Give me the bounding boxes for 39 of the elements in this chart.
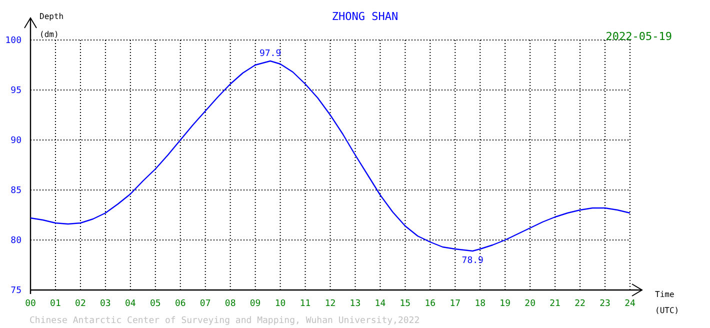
x-tick-label: 24 bbox=[624, 299, 636, 309]
x-tick-label: 02 bbox=[75, 299, 86, 309]
x-tick-label: 21 bbox=[550, 299, 560, 309]
x-tick-label: 09 bbox=[250, 299, 261, 309]
x-tick-label: 07 bbox=[200, 299, 211, 309]
x-tick-label: 22 bbox=[574, 299, 586, 309]
line-series bbox=[30, 60, 631, 252]
x-tick-label: 17 bbox=[450, 299, 461, 309]
x-tick-label: 04 bbox=[124, 299, 136, 309]
y-tick-label: 100 bbox=[5, 36, 22, 46]
x-tick-label: 23 bbox=[600, 299, 610, 309]
y-tick-label: 80 bbox=[10, 236, 22, 246]
chart-title: ZHONG SHAN bbox=[332, 10, 398, 23]
x-tick-label: 00 bbox=[25, 299, 36, 309]
x-tick-label: 12 bbox=[324, 299, 336, 309]
x-tick-label: 06 bbox=[174, 299, 186, 309]
x-tick-label: 11 bbox=[300, 299, 311, 309]
text: Chinese Antarctic Center of Surveying and Mapping, Wuhan University,2022 bbox=[30, 316, 420, 326]
x-tick-label: 19 bbox=[500, 299, 511, 309]
x-tick-label: 13 bbox=[350, 299, 361, 309]
x-tick-label: 16 bbox=[424, 299, 436, 309]
x-tick-label: 10 bbox=[274, 299, 286, 309]
x-tick-label: 15 bbox=[400, 299, 411, 309]
x-tick-label: 03 bbox=[100, 299, 111, 309]
annotation: 78.9 bbox=[462, 256, 484, 266]
x-tick-label: 14 bbox=[374, 299, 386, 309]
annotation: 97.9 bbox=[259, 49, 282, 59]
annotation: 2022-05-19 bbox=[606, 30, 672, 43]
x-axis-title: Time (UTC) bbox=[655, 290, 680, 315]
y-tick-label: 75 bbox=[10, 286, 22, 296]
y-axis-title: Depth (dm) bbox=[40, 12, 64, 39]
y-tick-label: 90 bbox=[10, 136, 22, 146]
x-tick-label: 18 bbox=[474, 299, 486, 309]
x-tick-label: 08 bbox=[224, 299, 236, 309]
x-tick-label: 01 bbox=[50, 299, 61, 309]
x-tick-label: 20 bbox=[524, 299, 536, 309]
y-tick-label: 85 bbox=[10, 186, 22, 196]
y-tick-label: 95 bbox=[10, 86, 22, 96]
x-tick-label: 05 bbox=[150, 299, 161, 309]
